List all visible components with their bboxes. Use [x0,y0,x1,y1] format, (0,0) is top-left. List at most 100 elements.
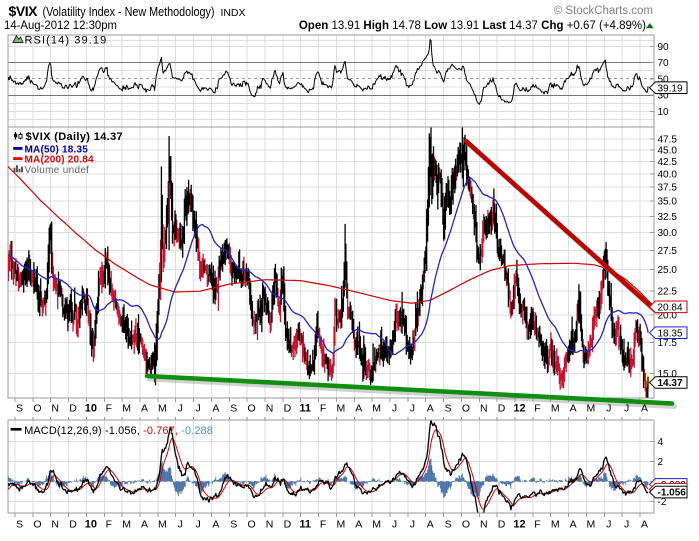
svg-text:D: D [284,403,292,415]
svg-text:INDX: INDX [221,7,246,19]
svg-text:MA(200) 20.84: MA(200) 20.84 [25,154,95,165]
svg-text:M: M [337,403,346,415]
svg-text:M: M [337,519,346,531]
svg-text:14.37: 14.37 [658,378,683,389]
svg-text:50: 50 [658,75,670,86]
svg-text:A: A [427,519,434,531]
svg-text:S: S [230,519,237,531]
svg-text:N: N [266,519,274,531]
svg-text:J: J [178,403,183,415]
svg-text:N: N [480,403,488,415]
svg-text:D: D [69,519,77,531]
svg-text:32.5: 32.5 [658,212,678,223]
svg-text:S: S [445,403,452,415]
svg-text:S: S [16,403,23,415]
svg-text:J: J [178,519,183,531]
svg-text:S: S [16,519,23,531]
svg-text:40.0: 40.0 [658,170,678,181]
svg-text:F: F [106,519,112,531]
svg-text:10: 10 [658,107,670,118]
svg-text:11: 11 [299,519,311,531]
svg-text:RSI(14) 39.19: RSI(14) 39.19 [25,35,108,47]
svg-text:O: O [462,403,470,415]
svg-text:S: S [230,403,237,415]
svg-text:25.0: 25.0 [658,265,678,276]
svg-text:D: D [498,519,506,531]
svg-text:A: A [355,519,362,531]
svg-text:O: O [33,403,41,415]
svg-text:35.0: 35.0 [658,197,678,208]
svg-text:M: M [158,519,167,531]
svg-text:12: 12 [513,403,525,415]
svg-text:$VIX: $VIX [9,3,39,19]
svg-text:A: A [570,519,577,531]
svg-text:15.0: 15.0 [658,369,678,380]
svg-text:10: 10 [85,403,97,415]
svg-text:20.84: 20.84 [658,302,683,313]
svg-text:22.5: 22.5 [658,287,678,298]
svg-text:A: A [570,403,577,415]
svg-text:30.0: 30.0 [658,228,678,239]
svg-text:F: F [320,403,326,415]
svg-text:D: D [498,403,506,415]
svg-text:2: 2 [658,457,664,468]
svg-text:J: J [606,519,611,531]
svg-text:© StockCharts.com: © StockCharts.com [554,5,653,17]
svg-text:J: J [392,403,397,415]
svg-text:42.5: 42.5 [658,157,678,168]
svg-text:J: J [624,403,629,415]
svg-text:O: O [462,519,470,531]
svg-text:90: 90 [658,42,670,53]
svg-text:-2: -2 [658,497,667,508]
svg-text:A: A [212,403,219,415]
svg-text:N: N [266,403,274,415]
svg-text:A: A [427,403,434,415]
svg-text:J: J [195,403,200,415]
svg-text:O: O [33,519,41,531]
svg-text:Open 13.91 High 14.78 Low 13.9: Open 13.91 High 14.78 Low 13.91 Last 14.… [299,20,646,32]
svg-text:D: D [69,403,77,415]
svg-text:12: 12 [513,519,525,531]
svg-text:39.19: 39.19 [658,83,683,94]
svg-text:M: M [551,519,560,531]
svg-text:A: A [141,403,148,415]
svg-text:47.5: 47.5 [658,135,678,146]
svg-text:M: M [587,519,596,531]
svg-text:A: A [355,403,362,415]
svg-text:F: F [320,519,326,531]
svg-text:(Volatility Index - New Method: (Volatility Index - New Methodology) [43,4,215,19]
svg-text:M: M [122,519,131,531]
svg-text:45.0: 45.0 [658,146,678,157]
svg-text:M: M [372,403,381,415]
svg-text:J: J [410,403,415,415]
svg-text:O: O [248,519,256,531]
svg-text:Volume undef: Volume undef [25,165,90,176]
svg-text:J: J [624,519,629,531]
svg-text:N: N [480,519,488,531]
svg-text:14-Aug-2012 12:30pm: 14-Aug-2012 12:30pm [4,20,117,32]
svg-text:A: A [641,519,648,531]
svg-text:M: M [122,403,131,415]
svg-text:O: O [248,403,256,415]
svg-text:MA(50) 18.35: MA(50) 18.35 [25,144,89,155]
svg-text:S: S [445,519,452,531]
svg-text:A: A [641,403,648,415]
svg-text:F: F [534,519,540,531]
svg-text:J: J [195,519,200,531]
svg-text:M: M [551,403,560,415]
svg-text:F: F [534,403,540,415]
svg-text:J: J [606,403,611,415]
svg-text:11: 11 [299,403,311,415]
svg-text:37.5: 37.5 [658,183,678,194]
svg-text:$VIX (Daily) 14.37: $VIX (Daily) 14.37 [26,131,123,143]
svg-text:17.5: 17.5 [658,338,678,349]
svg-text:A: A [141,519,148,531]
svg-text:M: M [158,403,167,415]
svg-text:N: N [51,403,59,415]
svg-text:N: N [51,519,59,531]
svg-text:MACD(12,26,9) -1.056, -0.767,: MACD(12,26,9) -1.056, -0.767, -0.288 [24,425,213,437]
svg-text:18.35: 18.35 [658,328,683,339]
svg-text:27.5: 27.5 [658,246,678,257]
svg-text:D: D [284,519,292,531]
svg-text:10: 10 [85,519,97,531]
